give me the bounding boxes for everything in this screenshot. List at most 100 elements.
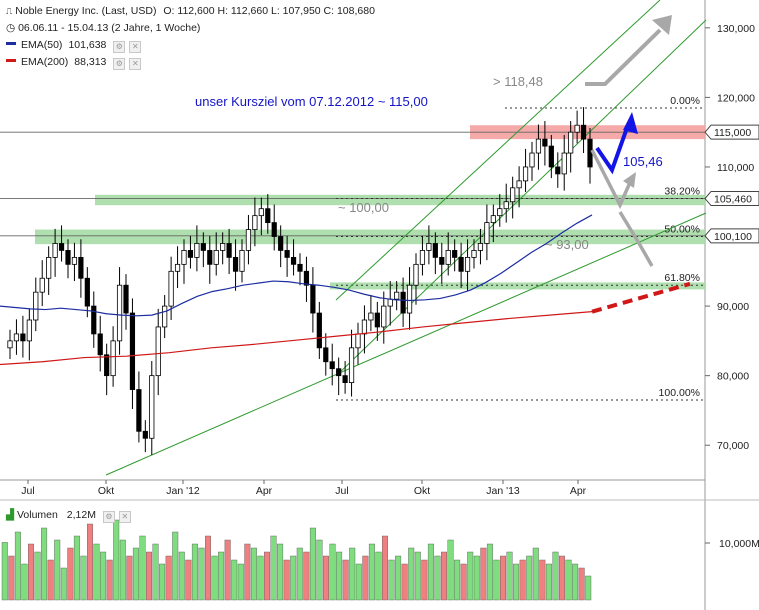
- volume-bar: [447, 539, 454, 601]
- candle: [477, 243, 484, 251]
- close-icon[interactable]: ✕: [129, 41, 142, 53]
- volume-bar: [165, 555, 172, 601]
- candle: [142, 430, 148, 439]
- volume-bar: [264, 551, 270, 601]
- candle: [252, 215, 258, 230]
- y-tick-label: 130,000: [717, 23, 755, 35]
- x-tick-label: Jul: [21, 485, 34, 497]
- candle: [432, 243, 438, 258]
- volume-bar: [296, 547, 303, 601]
- volume-tick-label: 10,000M: [719, 538, 759, 550]
- candle: [497, 208, 503, 217]
- volume-bar: [191, 543, 198, 601]
- volume-bar: [559, 555, 565, 601]
- candle: [104, 354, 110, 377]
- close-icon[interactable]: ✕: [118, 511, 131, 523]
- volume-bar: [427, 543, 434, 601]
- fib38-annotation: 105,46: [623, 154, 663, 169]
- y-tick-label: 120,000: [717, 92, 755, 104]
- candle: [471, 250, 477, 258]
- candle: [258, 208, 264, 217]
- candle: [162, 305, 168, 328]
- candle: [7, 340, 13, 349]
- volume-bar: [342, 559, 349, 601]
- target-annotation: unser Kursziel vom 07.12.2012 ~ 115,00: [195, 94, 428, 109]
- ema50-value: 101,638: [68, 39, 107, 51]
- settings-icon[interactable]: ⚙: [113, 58, 126, 70]
- scenario-arrow-mid: [590, 149, 634, 210]
- legend-volume: ▟ Volumen 2,12M ⚙ ✕: [6, 509, 131, 523]
- support-zone: [35, 229, 705, 245]
- volume-bar: [139, 535, 146, 601]
- candle: [535, 138, 542, 154]
- volume-bar: [224, 539, 231, 601]
- main-scenario-arrowhead: [623, 112, 638, 134]
- candle: [381, 305, 387, 328]
- candle: [439, 256, 445, 265]
- volume-bar: [323, 555, 329, 601]
- candle: [542, 138, 548, 147]
- candle: [271, 222, 277, 237]
- candle: [490, 215, 496, 224]
- volume-bar: [454, 559, 461, 601]
- volume-bar: [552, 551, 559, 601]
- candle: [46, 256, 52, 279]
- price-label: 115,000: [714, 127, 751, 139]
- volume-bar: [14, 531, 21, 601]
- volume-bar: [21, 563, 28, 601]
- candle: [232, 256, 239, 272]
- close-icon[interactable]: ✕: [129, 58, 142, 70]
- settings-icon[interactable]: ⚙: [113, 41, 126, 53]
- volume-bar: [54, 539, 61, 601]
- y-tick-label: 80,000: [717, 371, 749, 383]
- volume-bar: [375, 551, 382, 601]
- volume-bar: [250, 547, 257, 601]
- trend-line-upper: [335, 0, 661, 301]
- volume-bar: [388, 559, 395, 601]
- volume-bar: [309, 527, 316, 601]
- ema50-label: EMA(50): [21, 39, 63, 51]
- x-tick-label: Apr: [256, 485, 273, 497]
- chart-type-icon: ⎍: [6, 6, 13, 16]
- volume-bar: [80, 555, 87, 601]
- high-annotation: > 118,48: [493, 74, 543, 89]
- volume-bar: [539, 559, 546, 601]
- candle: [419, 250, 426, 265]
- volume-bar: [60, 567, 67, 601]
- volume-bar: [218, 551, 225, 601]
- volume-bar: [532, 547, 539, 601]
- x-tick-label: Jul: [335, 485, 348, 497]
- price-label: 100,100: [714, 231, 752, 243]
- volume-bar: [1, 542, 8, 601]
- volume-bar: [513, 563, 520, 601]
- ema200-label: EMA(200): [21, 56, 69, 68]
- candle: [265, 208, 271, 224]
- candle: [110, 340, 116, 377]
- volume-bar: [421, 559, 428, 601]
- x-tick-label: Okt: [98, 485, 114, 497]
- candle: [174, 263, 181, 272]
- volume-bar: [336, 551, 343, 601]
- volume-bar: [159, 563, 166, 601]
- volume-bar: [460, 563, 467, 601]
- settings-icon[interactable]: ⚙: [102, 511, 115, 523]
- volume-bar: [303, 551, 310, 601]
- candle: [316, 312, 322, 349]
- candle: [149, 375, 155, 439]
- candle: [426, 243, 432, 251]
- candle: [136, 389, 142, 432]
- candle: [245, 229, 252, 251]
- candle: [368, 312, 374, 321]
- volume-bar: [113, 519, 120, 601]
- candle: [20, 333, 26, 342]
- volume-bar: [414, 551, 421, 601]
- candle: [91, 305, 97, 335]
- fib-label: 100.00%: [659, 387, 700, 399]
- trend-line-middle: [335, 19, 707, 377]
- volume-bar: [100, 551, 107, 601]
- volume-bar: [519, 559, 526, 601]
- candle: [510, 187, 516, 203]
- candle: [200, 243, 206, 251]
- candle: [548, 145, 554, 168]
